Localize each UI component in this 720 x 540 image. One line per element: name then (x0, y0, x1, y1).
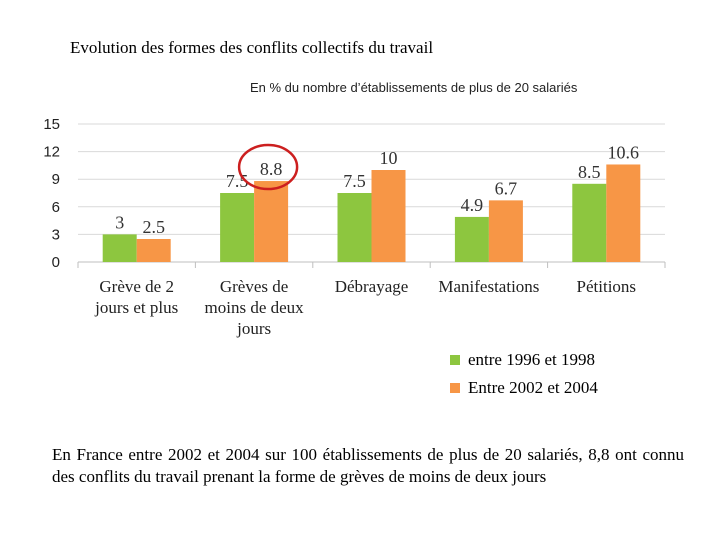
legend-label-series-2: Entre 2002 et 2004 (468, 378, 598, 397)
bar-series-1-cat-3 (337, 193, 372, 262)
x-tick-label: Manifestations (438, 277, 539, 296)
bar-series-1-cat-4 (454, 216, 489, 262)
y-axis: 0 3 6 9 12 15 (43, 116, 60, 271)
legend: entre 1996 et 1998 Entre 2002 et 2004 (450, 346, 598, 402)
data-label: 10.6 (608, 142, 640, 162)
gridlines (77, 123, 666, 268)
legend-label-series-1: entre 1996 et 1998 (468, 350, 595, 369)
chart-title: Evolution des formes des conflits collec… (70, 38, 434, 57)
y-tick-label: 6 (52, 199, 60, 216)
highlight (237, 143, 299, 191)
legend-swatch-series-2 (450, 383, 460, 393)
x-tick-label: Grèves de moins de deux jours (205, 277, 305, 338)
data-label: 10 (380, 148, 398, 168)
y-tick-label: 12 (43, 144, 60, 161)
bar-series-1-cat-5 (572, 183, 607, 262)
bar-series-1-cat-1 (102, 234, 137, 262)
y-tick-label: 9 (52, 171, 60, 188)
chart-subtitle: En % du nombre d’établissements de plus … (250, 80, 578, 95)
bar-series-2-cat-4 (488, 200, 523, 262)
caption-text: En France entre 2002 et 2004 sur 100 éta… (52, 445, 684, 486)
data-label: 2.5 (142, 217, 165, 237)
x-axis: Grève de 2 jours et plus Grèves de moins de… (94, 277, 636, 338)
data-label: 3 (115, 212, 124, 232)
y-tick-label: 15 (43, 116, 60, 133)
data-label: 8.8 (260, 159, 283, 179)
bar-series-2-cat-3 (371, 170, 406, 262)
data-label: 7.5 (343, 171, 366, 191)
bar-series-2-cat-1 (136, 239, 171, 262)
y-tick-label: 0 (52, 254, 60, 271)
legend-item-series-2: Entre 2002 et 2004 (450, 374, 598, 402)
data-label: 4.9 (461, 195, 484, 215)
legend-item-series-1: entre 1996 et 1998 (450, 346, 598, 374)
legend-swatch-series-1 (450, 355, 460, 365)
x-tick-label: Débrayage (335, 277, 409, 296)
data-label: 6.7 (495, 178, 518, 198)
x-tick-label: Grève de 2 jours et plus (94, 277, 178, 317)
x-tick-label: Pétitions (577, 277, 637, 296)
y-tick-label: 3 (52, 226, 60, 243)
bar-series-2-cat-2 (254, 181, 289, 262)
bar-series-2-cat-5 (606, 164, 641, 262)
bars (102, 164, 641, 262)
data-label: 8.5 (578, 162, 601, 182)
highlight-circle (237, 143, 299, 191)
bar-series-1-cat-2 (220, 193, 255, 262)
